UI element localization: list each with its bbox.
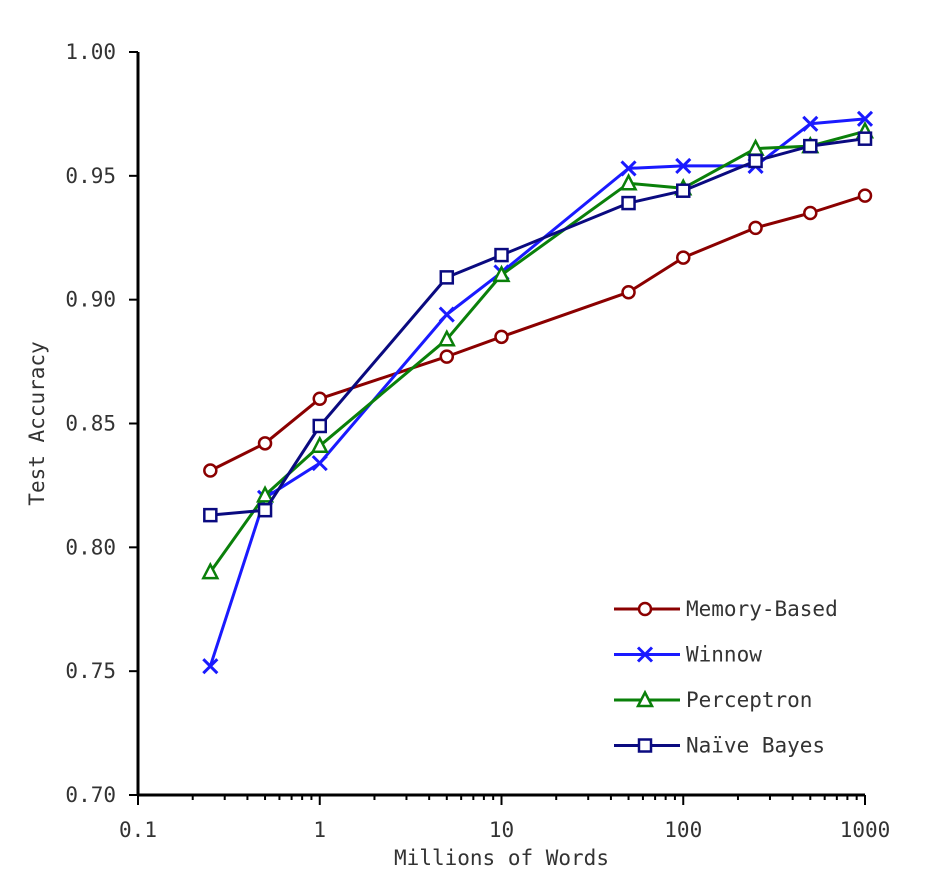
series [203, 131, 873, 523]
data-point [857, 188, 873, 203]
legend-label: Winnow [686, 643, 762, 667]
data-point [311, 455, 328, 472]
y-tick-label: 0.80 [65, 535, 116, 559]
data-point [201, 561, 220, 580]
x-tick-label: 100 [664, 818, 702, 842]
data-point [257, 436, 273, 451]
data-point-stroke [675, 157, 692, 174]
data-point [439, 349, 455, 364]
data-point [494, 329, 509, 345]
data-point [676, 183, 691, 198]
legend-label: Memory-Based [686, 597, 838, 621]
data-point [621, 195, 636, 211]
data-point-stroke [802, 115, 819, 132]
legend-label: Perceptron [686, 688, 812, 712]
series-group [201, 110, 875, 675]
data-point [636, 646, 654, 663]
legend: Memory-Based Winnow Perceptron Naïve Bayes [614, 597, 838, 758]
y-axis: 0.70 0.75 0.80 0.85 0.90 0.95 1.00 [65, 40, 138, 807]
data-point [748, 153, 763, 169]
x-tick-label: 10 [489, 818, 514, 842]
y-tick-label: 0.90 [65, 288, 116, 312]
data-point [621, 284, 636, 300]
data-point [439, 270, 455, 285]
data-point [202, 658, 219, 675]
legend-item: Perceptron [614, 688, 812, 712]
data-point [746, 138, 765, 156]
y-tick-label: 0.85 [65, 412, 116, 436]
data-point [857, 131, 873, 146]
data-point [257, 502, 273, 518]
data-point [620, 160, 637, 177]
y-tick-label: 0.75 [65, 659, 116, 683]
data-point-stroke [636, 646, 654, 663]
legend-item: Winnow [614, 643, 762, 667]
series-line [209, 194, 866, 472]
data-point-stroke [202, 658, 219, 675]
data-point [203, 463, 218, 478]
data-point [494, 247, 509, 263]
data-point [675, 157, 692, 174]
data-point [803, 205, 818, 221]
data-point [803, 138, 818, 154]
data-point [635, 689, 655, 708]
series [203, 188, 873, 478]
legend-label: Naïve Bayes [686, 734, 825, 758]
data-point [802, 115, 819, 132]
series-line [210, 137, 866, 517]
data-point [312, 391, 327, 406]
legend-item: Naïve Bayes [614, 734, 825, 758]
x-axis-title: Millions of Words [394, 846, 609, 870]
data-point [438, 306, 455, 323]
data-point [255, 485, 275, 503]
x-tick-label: 0.1 [119, 818, 157, 842]
y-tick-label: 0.70 [65, 783, 116, 807]
data-point [637, 601, 653, 617]
data-point [856, 110, 874, 127]
data-point [437, 329, 456, 347]
data-point [312, 418, 327, 434]
legend-item: Memory-Based [614, 597, 838, 621]
series [201, 121, 875, 580]
data-point-stroke [311, 455, 328, 472]
data-point [310, 435, 329, 454]
data-point [676, 250, 691, 265]
data-point-stroke [438, 306, 455, 323]
data-point-stroke [620, 160, 637, 177]
y-tick-label: 1.00 [65, 40, 116, 64]
data-point [619, 173, 638, 191]
series-line [208, 117, 866, 667]
x-axis: 0.1 1 10 100 1000 [119, 795, 890, 842]
data-point [492, 264, 511, 283]
y-tick-label: 0.95 [65, 164, 116, 188]
data-point-stroke [856, 110, 874, 127]
series [202, 110, 874, 675]
y-axis-title: Test Accuracy [25, 341, 49, 505]
x-tick-label: 1 [313, 818, 326, 842]
x-tick-label: 1000 [840, 818, 891, 842]
data-point [203, 507, 218, 523]
data-point [637, 738, 653, 753]
series-line [209, 129, 866, 573]
data-point [748, 220, 763, 236]
